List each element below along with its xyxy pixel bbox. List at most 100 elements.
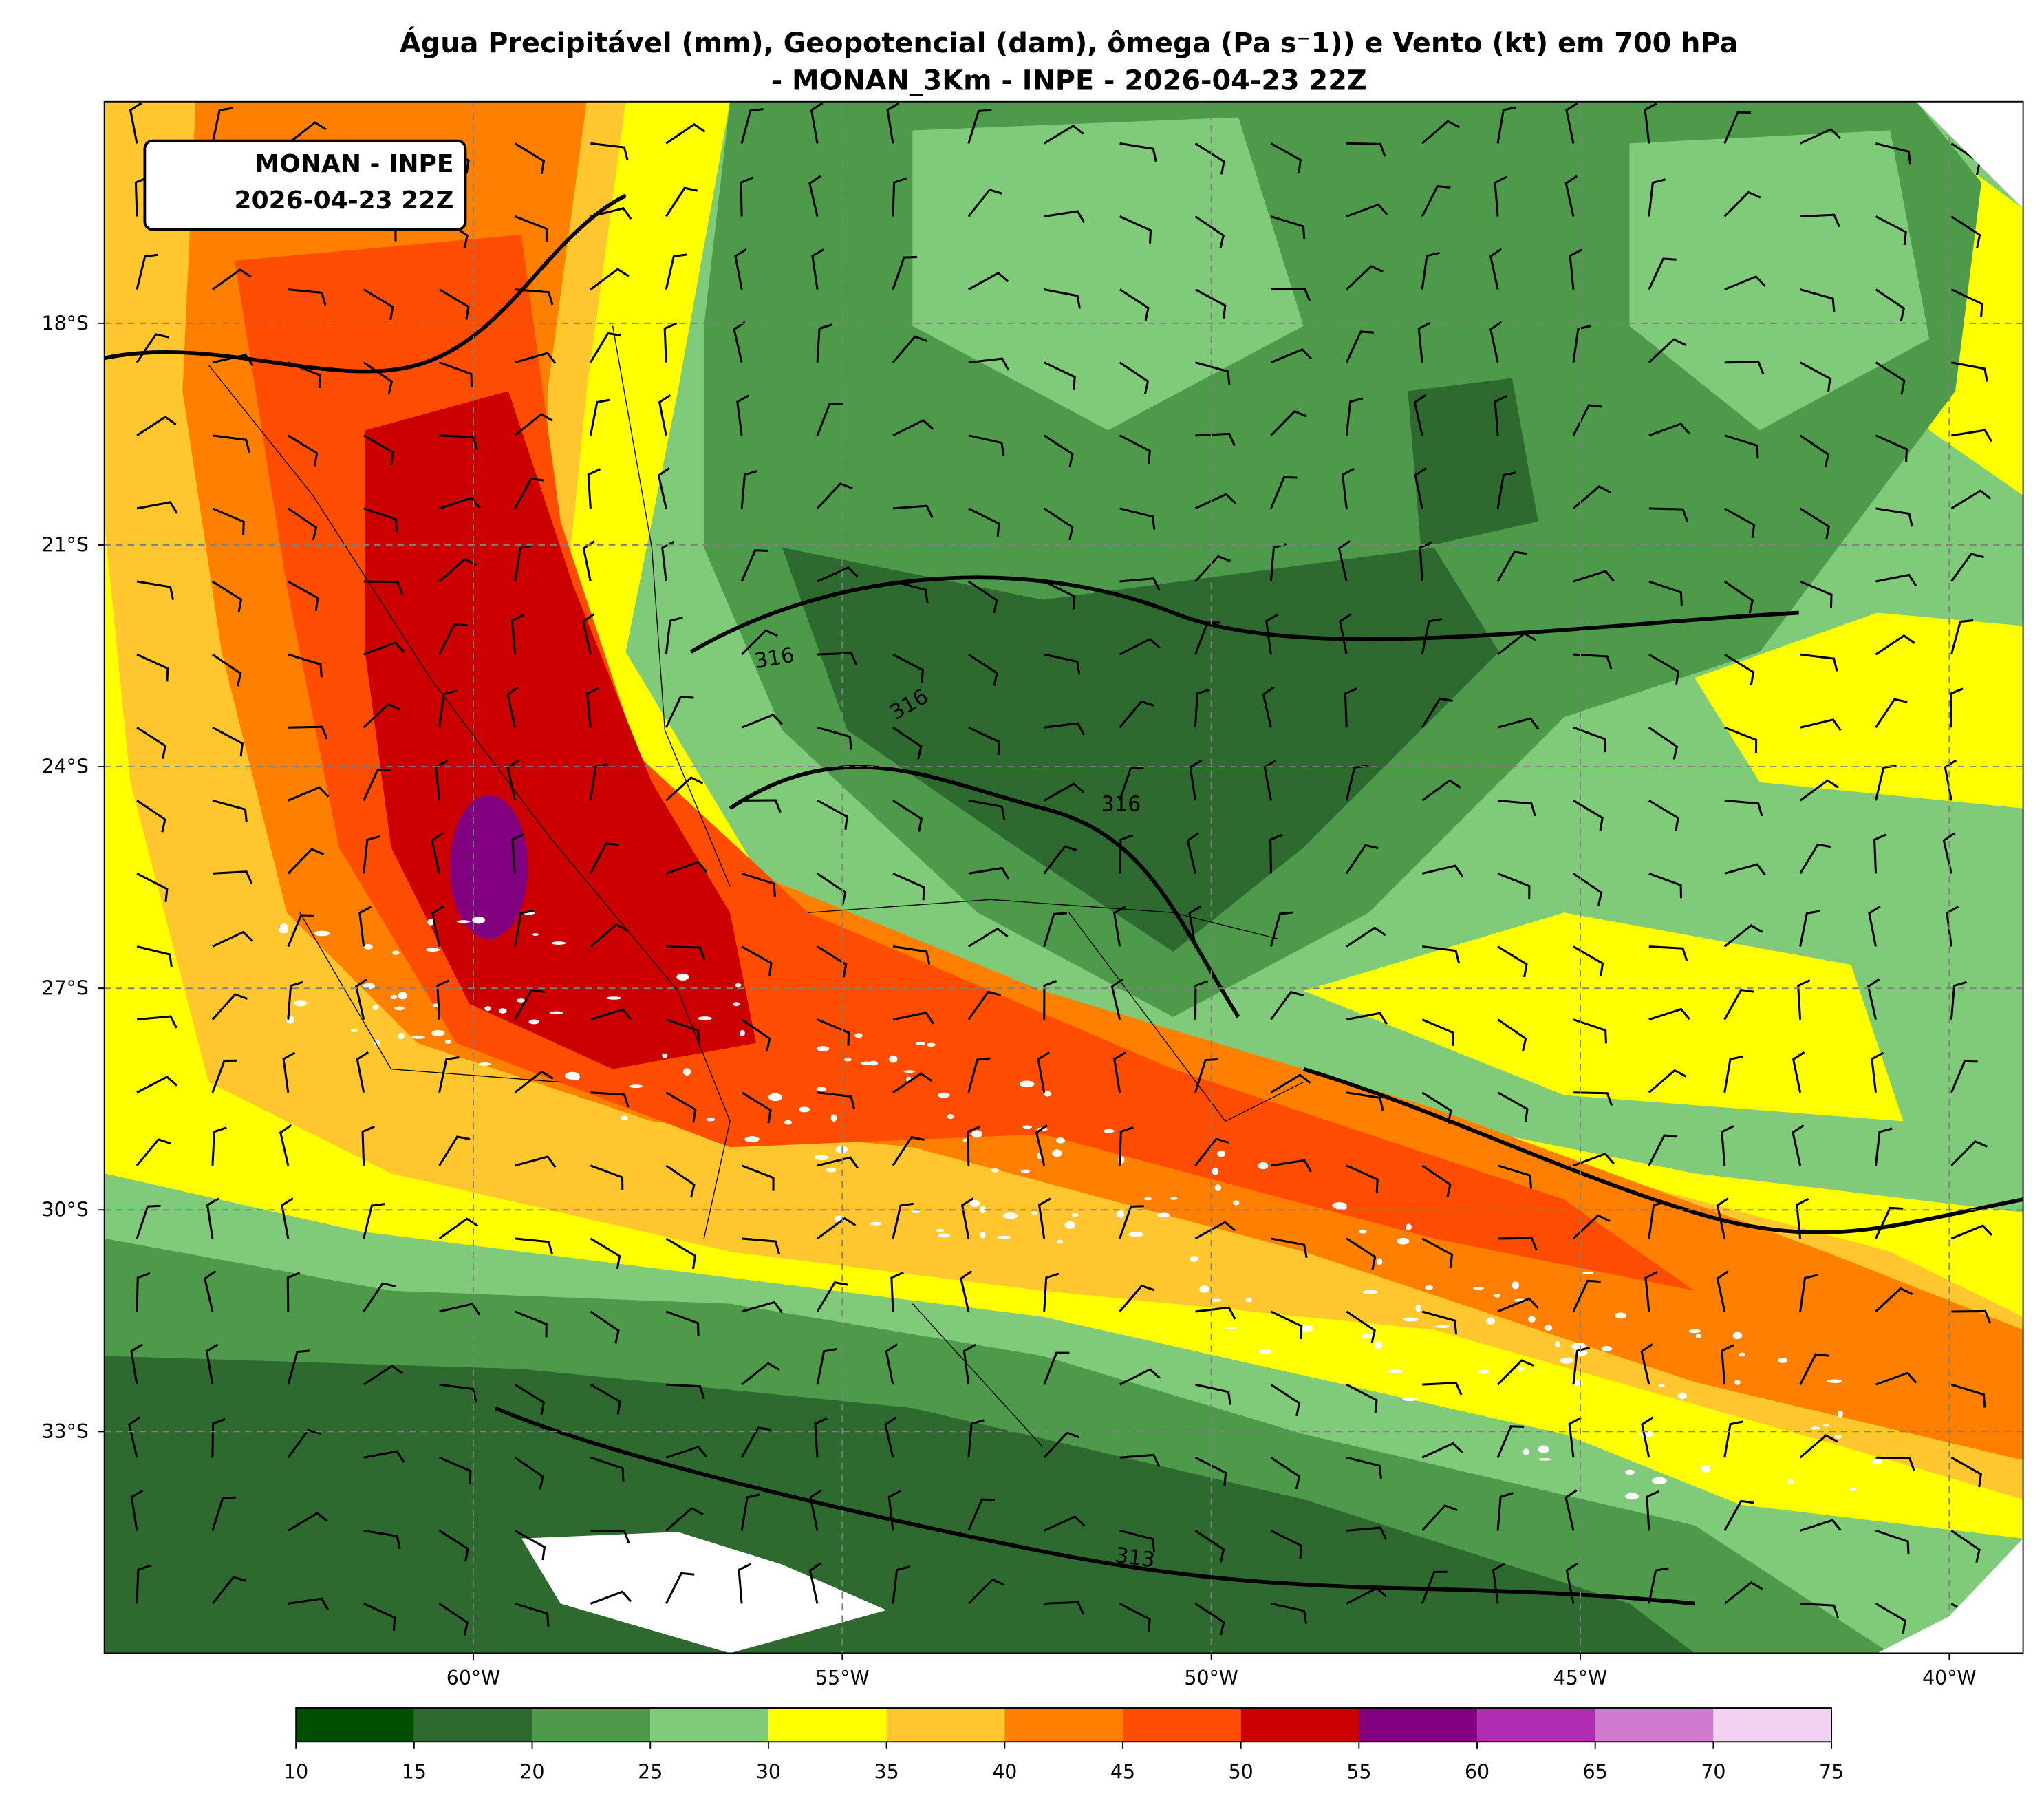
wind-barb xyxy=(657,467,670,509)
wind-barb xyxy=(1263,759,1277,801)
speckle-dot xyxy=(1128,1232,1143,1237)
wind-barb xyxy=(1119,1284,1154,1313)
wind-barb xyxy=(1564,1489,1578,1531)
wind-barb xyxy=(1194,1456,1227,1486)
speckle-dot xyxy=(398,1033,405,1040)
wind-barb xyxy=(1421,120,1460,145)
wind-barb xyxy=(1195,432,1236,447)
wind-barb xyxy=(1724,434,1759,459)
border-line xyxy=(208,325,1304,1448)
wind-barb xyxy=(1648,800,1679,831)
wind-barb xyxy=(817,652,858,666)
wind-barb xyxy=(1874,1127,1893,1166)
wind-barb xyxy=(287,914,314,948)
speckle-dot xyxy=(279,926,289,934)
colorbar-tick-label: 40 xyxy=(992,1760,1017,1783)
wind-barb xyxy=(136,653,169,682)
wind-barb xyxy=(736,394,750,436)
speckle-dot xyxy=(1871,1458,1882,1465)
wind-barb xyxy=(1341,467,1355,509)
speckle-dot xyxy=(1838,1410,1843,1418)
wind-barb xyxy=(514,478,545,509)
colorbar-tick-label: 10 xyxy=(283,1760,308,1783)
y-tick-label: 24°S xyxy=(42,756,89,778)
wind-barb xyxy=(814,1417,828,1458)
wind-barb xyxy=(590,1310,620,1344)
wind-barb xyxy=(1648,1069,1687,1093)
speckle-dot xyxy=(1232,1200,1240,1206)
wind-barb xyxy=(288,725,328,740)
wind-barb xyxy=(590,1383,621,1415)
speckle-dot xyxy=(532,933,539,937)
wind-barb xyxy=(515,1237,554,1255)
wind-barb xyxy=(1346,203,1388,217)
wind-barb xyxy=(514,215,548,242)
wind-barb xyxy=(1497,945,1528,978)
wind-barb xyxy=(1800,1519,1842,1532)
wind-barb xyxy=(1189,759,1203,801)
wind-barb xyxy=(1950,489,1992,510)
wind-barb xyxy=(1346,844,1379,875)
speckle-dot xyxy=(1739,1352,1746,1357)
speckle-dot xyxy=(1827,1379,1842,1383)
wind-barb xyxy=(892,177,907,217)
wind-barb xyxy=(741,1091,772,1124)
wind-barb xyxy=(1648,1007,1690,1021)
wind-barb xyxy=(967,189,1002,217)
wind-barb xyxy=(1119,577,1161,591)
wind-barb xyxy=(1716,1197,1729,1239)
wind-barb xyxy=(590,1456,625,1482)
wind-barb xyxy=(665,186,698,217)
wind-barb xyxy=(590,332,621,363)
speckle-dot xyxy=(1677,1392,1687,1400)
wind-barb xyxy=(514,1070,554,1093)
speckle-dot xyxy=(1787,1479,1794,1484)
wind-barb xyxy=(892,335,928,363)
wind-barb xyxy=(1644,103,1657,144)
colorbar-bin xyxy=(296,1708,414,1742)
wind-barb xyxy=(1950,288,1983,317)
wind-barb xyxy=(1875,1456,1915,1471)
wind-barb xyxy=(816,403,843,436)
wind-barb xyxy=(1346,1012,1388,1025)
speckle-dot xyxy=(1170,1197,1178,1200)
speckle-dot xyxy=(1494,1294,1501,1298)
wind-barb xyxy=(1564,175,1578,217)
speckle-dot xyxy=(676,973,689,981)
speckle-dot xyxy=(1211,1298,1222,1303)
speckle-dot xyxy=(629,1084,643,1089)
wind-barb xyxy=(212,434,250,453)
wind-barb xyxy=(438,557,477,583)
wind-barb xyxy=(1950,1530,1981,1563)
wind-barb xyxy=(665,1446,708,1459)
speckle-dot xyxy=(431,1029,445,1036)
wind-barb xyxy=(582,540,595,582)
wind-barb xyxy=(816,1281,848,1312)
wind-barb xyxy=(1800,1602,1840,1618)
wind-barb xyxy=(1648,1134,1678,1166)
speckle-dot xyxy=(621,1115,628,1120)
wind-barb xyxy=(136,1138,171,1166)
wind-barb xyxy=(1346,142,1386,157)
wind-barb xyxy=(1337,540,1351,582)
wind-barb xyxy=(1640,1343,1653,1385)
wind-barb xyxy=(1723,580,1754,614)
speckle-dot xyxy=(1582,1271,1593,1275)
wind-barb xyxy=(661,540,675,582)
wind-barb xyxy=(1339,613,1352,655)
wind-barb xyxy=(967,1125,980,1166)
wind-barb xyxy=(967,1419,985,1458)
wind-barb xyxy=(212,799,248,823)
wind-barb xyxy=(1492,1563,1505,1604)
colorbar-tick-label: 25 xyxy=(638,1760,663,1783)
speckle-dot xyxy=(1157,1212,1171,1217)
speckle-dot xyxy=(1022,1125,1033,1129)
wind-barb xyxy=(967,1057,991,1093)
wind-barb xyxy=(1346,926,1386,948)
wind-barb xyxy=(1641,1416,1654,1458)
wind-barb xyxy=(1648,1201,1667,1239)
wind-barb xyxy=(1799,910,1820,947)
speckle-dot xyxy=(1397,1237,1410,1245)
speckle-dot xyxy=(947,1114,954,1120)
speckle-dot xyxy=(411,1035,425,1039)
